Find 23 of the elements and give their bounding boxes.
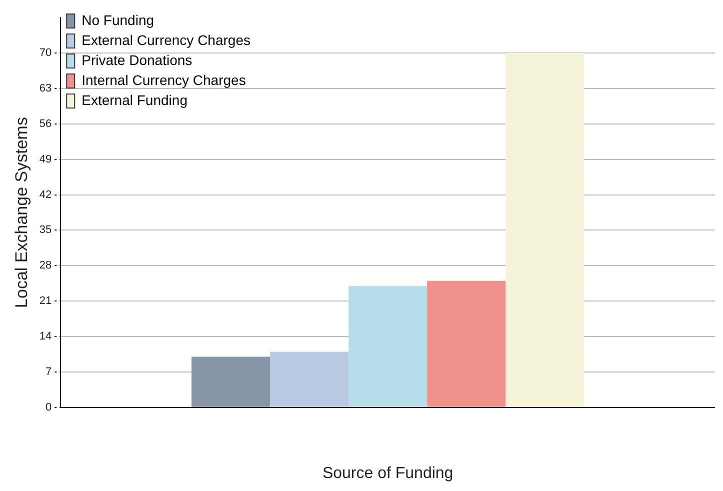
y-tick-label: 56 <box>39 118 52 130</box>
bar <box>427 280 506 407</box>
y-tick-label: 35 <box>39 224 52 236</box>
legend-label: External Funding <box>82 92 188 108</box>
legend-label: Private Donations <box>82 52 192 68</box>
bar <box>270 352 349 407</box>
bar <box>192 356 270 407</box>
y-tick-label: 49 <box>39 153 52 166</box>
bar <box>506 53 584 407</box>
y-tick-label: 28 <box>39 260 52 272</box>
y-tick-label: 0 <box>46 401 52 414</box>
y-tick-label: 42 <box>39 188 52 201</box>
y-tick-label: 14 <box>39 330 52 343</box>
x-axis-title: Source of Funding <box>322 464 454 482</box>
y-tick-label: 21 <box>39 295 52 308</box>
bar <box>348 286 428 407</box>
legend-label: Internal Currency Charges <box>82 72 246 88</box>
y-axis-title: Local Exchange Systems <box>12 117 31 308</box>
legend-label: No Funding <box>82 12 154 28</box>
y-tick-label: 7 <box>46 366 52 378</box>
y-tick-label: 63 <box>39 82 52 95</box>
y-tick-label: 70 <box>39 47 52 60</box>
legend-label: External Currency Charges <box>82 32 250 48</box>
